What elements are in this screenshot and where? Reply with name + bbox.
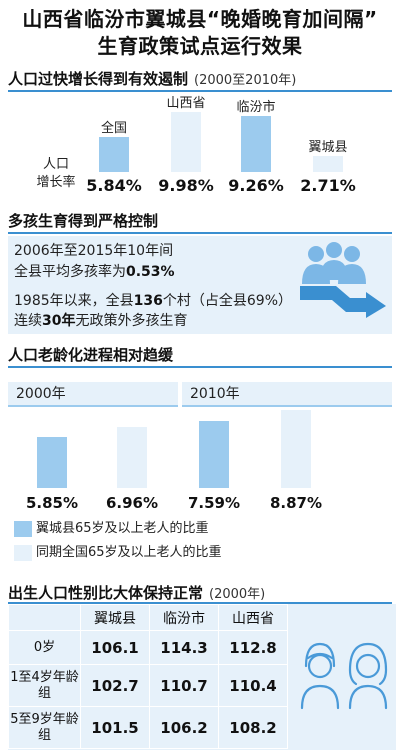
growth-rate-y-label: 人口 增长率 <box>28 156 84 192</box>
aging-bar-county <box>37 436 67 488</box>
section4-rule <box>8 602 392 604</box>
growth-category-label: 翼城县 <box>308 139 348 155</box>
table-row: 5至9岁年龄组 101.5 106.2 108.2 <box>8 706 288 749</box>
section2-heading-text: 多孩生育得到严格控制 <box>8 212 159 230</box>
legend-swatch-dark <box>14 520 32 537</box>
village-label-pre: 1985年以来，全县 <box>14 293 134 309</box>
legend-label-light: 同期全国65岁及以上老人的比重 <box>36 545 222 560</box>
village-label-post: 个村（占全县69%） <box>162 293 292 309</box>
section4-subheading: (2000年) <box>209 587 266 602</box>
sex-ratio-table: 翼城县 临汾市 山西省 0岁 106.1 114.3 112.8 1至4岁年龄组… <box>8 604 288 749</box>
growth-category-label: 山西省 <box>166 96 206 112</box>
table-header-county: 翼城县 <box>80 604 150 631</box>
year-2010-tag: 2010年 <box>182 382 392 406</box>
aging-bar-national <box>117 426 147 488</box>
legend-swatch-light <box>14 544 32 561</box>
section3-heading: 人口老龄化进程相对趋缓 <box>8 344 173 365</box>
section2-rule <box>8 232 392 234</box>
y-label-line-1: 人口 <box>42 157 69 172</box>
row-label-age-5-9: 5至9岁年龄组 <box>8 706 81 749</box>
section2-heading: 多孩生育得到严格控制 <box>8 210 158 231</box>
growth-bar <box>313 155 343 172</box>
section1-subheading: (2000至2010年) <box>194 73 297 88</box>
years-value: 30年 <box>42 313 76 329</box>
table-cell: 114.3 <box>149 630 219 665</box>
table-row: 0岁 106.1 114.3 112.8 <box>8 630 288 665</box>
multi-child-text-2: 全县平均多孩率为0.53% <box>14 263 175 282</box>
section1-heading-text: 人口过快增长得到有效遏制 <box>8 70 189 88</box>
multi-child-rate-label: 全县平均多孩率为 <box>14 264 126 280</box>
table-cell: 110.4 <box>218 664 288 707</box>
table-cell: 110.7 <box>149 664 219 707</box>
multi-child-text-1: 2006年至2015年10年间 <box>14 243 174 259</box>
section3-rule <box>8 366 392 368</box>
table-header-row: 翼城县 临汾市 山西省 <box>8 604 288 631</box>
table-cell: 101.5 <box>80 706 150 749</box>
legend-item-county: 翼城县65岁及以上老人的比重 <box>14 520 209 538</box>
row-label-age-1-4: 1至4岁年龄组 <box>8 664 81 707</box>
section1-rule <box>8 90 392 92</box>
title-line-2: 生育政策试点运行效果 <box>97 34 303 58</box>
title-line-1: 山西省临汾市翼城县“晚婚晚育加间隔” <box>22 7 378 31</box>
multi-child-text-4: 连续30年无政策外多孩生育 <box>14 312 187 331</box>
growth-value-label: 5.84% <box>86 176 142 195</box>
section3-heading-text: 人口老龄化进程相对趋缓 <box>8 346 174 364</box>
page-title: 山西省临汾市翼城县“晚婚晚育加间隔” 生育政策试点运行效果 <box>0 6 400 60</box>
aging-bar-national <box>281 409 311 488</box>
y-label-line-2: 增长率 <box>36 175 76 190</box>
growth-bar <box>171 112 201 172</box>
section4-heading-text: 出生人口性别比大体保持正常 <box>8 584 204 602</box>
aging-value-label: 5.85% <box>25 494 79 512</box>
years-label-post: 无政策外多孩生育 <box>75 313 188 329</box>
table-header-city: 临汾市 <box>149 604 219 631</box>
growth-bar <box>241 116 271 172</box>
aging-value-label: 7.59% <box>187 494 241 512</box>
growth-bar <box>99 136 129 172</box>
growth-value-label: 9.26% <box>228 176 284 195</box>
year-2010-line <box>182 405 392 407</box>
multi-child-text-3: 1985年以来，全县136个村（占全县69%） <box>14 292 292 311</box>
section1-heading: 人口过快增长得到有效遏制 (2000至2010年) <box>8 68 296 89</box>
growth-category-label: 临汾市 <box>236 100 276 116</box>
growth-value-label: 9.98% <box>158 176 214 195</box>
year-2000-line <box>8 405 178 407</box>
aging-value-label: 8.87% <box>269 494 323 512</box>
aging-bar-county <box>199 421 229 488</box>
village-count: 136 <box>133 293 163 309</box>
legend-item-national: 同期全国65岁及以上老人的比重 <box>14 544 222 562</box>
table-header-province: 山西省 <box>218 604 288 631</box>
table-cell: 106.2 <box>149 706 219 749</box>
table-header-corner <box>8 604 81 631</box>
multi-child-rate-value: 0.53% <box>126 264 175 280</box>
declining-population-icon <box>300 242 386 318</box>
row-label-age-0: 0岁 <box>8 630 81 665</box>
table-cell: 106.1 <box>80 630 150 665</box>
table-row: 1至4岁年龄组 102.7 110.7 110.4 <box>8 664 288 707</box>
aging-value-label: 6.96% <box>105 494 159 512</box>
legend-label-dark: 翼城县65岁及以上老人的比重 <box>36 521 209 536</box>
table-cell: 108.2 <box>218 706 288 749</box>
growth-value-label: 2.71% <box>300 176 356 195</box>
table-cell: 102.7 <box>80 664 150 707</box>
section4-heading: 出生人口性别比大体保持正常 (2000年) <box>8 582 265 603</box>
table-cell: 112.8 <box>218 630 288 665</box>
year-2000-tag: 2000年 <box>8 382 178 406</box>
years-label-pre: 连续 <box>14 313 42 329</box>
boy-girl-icon <box>300 642 388 710</box>
growth-category-label: 全国 <box>100 120 127 136</box>
